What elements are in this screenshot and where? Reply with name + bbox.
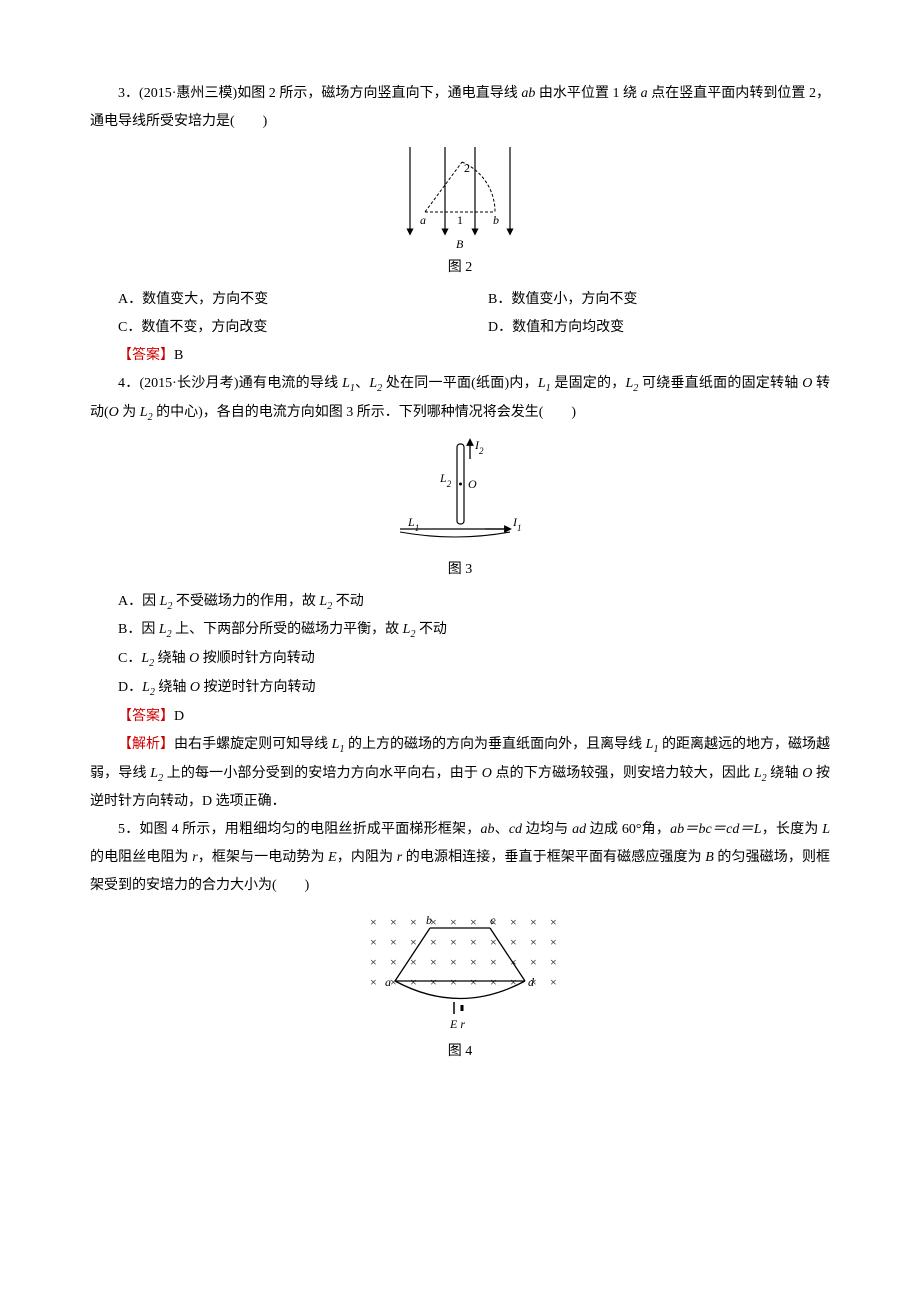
svg-text:b: b	[493, 213, 499, 227]
svg-text:2: 2	[464, 161, 470, 175]
svg-text:×: ×	[470, 955, 477, 969]
q4-optA: A．因 L2 不受磁场力的作用，故 L2 不动	[90, 588, 830, 617]
svg-text:×: ×	[430, 975, 437, 989]
svg-text:a: a	[420, 213, 426, 227]
var-L2c: L2	[140, 405, 153, 420]
svg-text:×: ×	[510, 935, 517, 949]
q3-optD: D．数值和方向均改变	[460, 314, 830, 342]
answer: D	[174, 709, 184, 724]
answer-label: 【答案】	[118, 348, 174, 363]
svg-text:×: ×	[370, 955, 377, 969]
q4-optB: B．因 L2 上、下两部分所受的磁场力平衡，故 L2 不动	[90, 616, 830, 645]
q4-answer: 【答案】D	[90, 703, 830, 731]
svg-text:×: ×	[390, 955, 397, 969]
q3-opts-row1: A．数值变大，方向不变 B．数值变小，方向不变	[90, 286, 830, 314]
svg-text:O: O	[468, 477, 477, 491]
svg-text:×: ×	[430, 935, 437, 949]
text: 4．(2015·长沙月考)通有电流的导线	[118, 376, 342, 391]
q3-answer: 【答案】B	[90, 342, 830, 370]
q4-optC: C．L2 绕轴 O 按顺时针方向转动	[90, 645, 830, 674]
svg-text:×: ×	[530, 935, 537, 949]
svg-text:b: b	[426, 913, 432, 927]
var-ab: ab	[521, 86, 535, 101]
svg-text:×: ×	[450, 935, 457, 949]
svg-text:×: ×	[550, 915, 557, 929]
q4-explanation: 【解析】由右手螺旋定则可知导线 L1 的上方的磁场的方向为垂直纸面向外，且离导线…	[90, 731, 830, 817]
q5-figure: ×××××××××× ×××××××××× ×××××××××× ×××××××…	[90, 906, 830, 1036]
svg-text:×: ×	[530, 955, 537, 969]
svg-text:c: c	[490, 913, 496, 927]
q4-figcap: 图 3	[90, 556, 830, 584]
var-L2b: L2	[625, 376, 638, 391]
q3-stem: 3．(2015·惠州三模)如图 2 所示，磁场方向竖直向下，通电直导线 ab 由…	[90, 80, 830, 136]
text: 3．(2015·惠州三模)如图 2 所示，磁场方向竖直向下，通电直导线	[118, 86, 521, 101]
q3-opts-row2: C．数值不变，方向改变 D．数值和方向均改变	[90, 314, 830, 342]
text: 可绕垂直纸面的固定转轴	[638, 376, 802, 391]
svg-text:a: a	[385, 975, 391, 989]
svg-text:×: ×	[450, 915, 457, 929]
svg-text:×: ×	[410, 915, 417, 929]
text: 是固定的，	[551, 376, 626, 391]
svg-text:×: ×	[370, 975, 377, 989]
svg-text:L2: L2	[439, 471, 452, 489]
svg-text:×: ×	[490, 955, 497, 969]
svg-text:×: ×	[410, 975, 417, 989]
svg-text:L1: L1	[407, 515, 419, 533]
svg-text:×: ×	[390, 915, 397, 929]
q3-optB: B．数值变小，方向不变	[460, 286, 830, 314]
svg-text:E r: E r	[449, 1017, 465, 1031]
q3-figcap: 图 2	[90, 254, 830, 282]
svg-text:×: ×	[470, 915, 477, 929]
text: 由水平位置 1 绕	[535, 86, 640, 101]
answer: B	[174, 348, 183, 363]
q3-figure: a 1 b 2 B	[90, 142, 830, 252]
exp-label: 【解析】	[118, 737, 174, 752]
svg-text:×: ×	[550, 935, 557, 949]
svg-text:×: ×	[450, 955, 457, 969]
q4-figure: L1 L2 O I1 I2	[90, 434, 830, 554]
svg-text:×: ×	[530, 915, 537, 929]
svg-text:×: ×	[410, 935, 417, 949]
svg-text:×: ×	[430, 955, 437, 969]
svg-text:×: ×	[390, 935, 397, 949]
q5-stem: 5．如图 4 所示，用粗细均匀的电阻丝折成平面梯形框架，ab、cd 边均与 ad…	[90, 816, 830, 900]
var-L1b: L1	[538, 376, 551, 391]
svg-text:×: ×	[550, 955, 557, 969]
svg-text:×: ×	[370, 935, 377, 949]
svg-text:×: ×	[450, 975, 457, 989]
svg-text:d: d	[528, 975, 535, 989]
svg-text:1: 1	[457, 213, 463, 227]
svg-text:×: ×	[490, 975, 497, 989]
q3-optA: A．数值变大，方向不变	[90, 286, 460, 314]
svg-text:I1: I1	[512, 515, 522, 533]
q5-figcap: 图 4	[90, 1038, 830, 1066]
text: 为	[119, 405, 140, 420]
svg-text:I2: I2	[474, 438, 484, 456]
var-Ob: O	[109, 405, 119, 420]
q4-stem: 4．(2015·长沙月考)通有电流的导线 L1、L2 处在同一平面(纸面)内，L…	[90, 370, 830, 428]
answer-label: 【答案】	[118, 709, 174, 724]
var-L1: L1	[342, 376, 355, 391]
svg-text:×: ×	[550, 975, 557, 989]
text: 处在同一平面(纸面)内，	[382, 376, 538, 391]
var-L2: L2	[369, 376, 382, 391]
q4-optD: D．L2 绕轴 O 按逆时针方向转动	[90, 674, 830, 703]
var-O: O	[802, 376, 812, 391]
svg-text:×: ×	[370, 915, 377, 929]
text: 的中心)，各自的电流方向如图 3 所示．下列哪种情况将会发生( )	[153, 405, 577, 420]
q3-optC: C．数值不变，方向改变	[90, 314, 460, 342]
text: 、	[355, 376, 369, 391]
svg-text:×: ×	[510, 915, 517, 929]
var-a: a	[641, 86, 648, 101]
svg-text:×: ×	[470, 935, 477, 949]
svg-text:×: ×	[470, 975, 477, 989]
svg-text:B: B	[456, 237, 464, 251]
